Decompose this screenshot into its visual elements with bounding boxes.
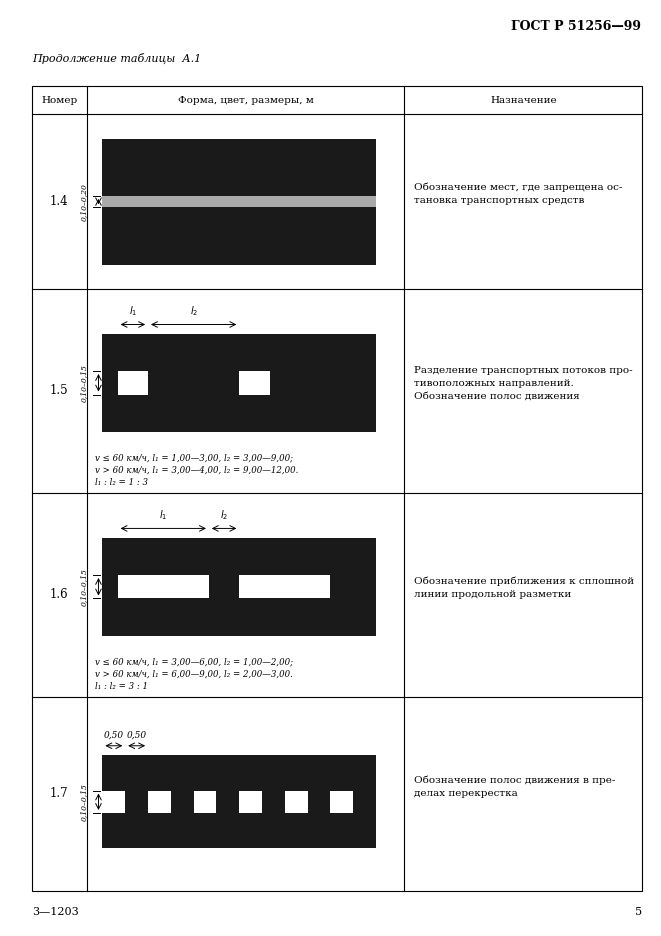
Text: ГОСТ Р 51256—99: ГОСТ Р 51256—99 (511, 20, 641, 33)
Text: 0,10–0,15: 0,10–0,15 (80, 568, 88, 606)
Text: $l_2$: $l_2$ (220, 508, 228, 522)
Bar (148, 791, 171, 813)
Text: Обозначение приближения к сплошной
линии продольной разметки: Обозначение приближения к сплошной линии… (414, 576, 634, 599)
Text: 0,10–0,15: 0,10–0,15 (80, 782, 88, 821)
Text: 0,50: 0,50 (104, 730, 124, 739)
Bar (194, 791, 216, 813)
Text: Обозначение полос движения в пре-
делах перекрестка: Обозначение полос движения в пре- делах … (414, 775, 615, 797)
Bar (330, 791, 353, 813)
Bar (102, 196, 376, 207)
Text: Номер: Номер (41, 95, 77, 105)
Bar (239, 371, 270, 395)
Text: $l_2$: $l_2$ (190, 304, 198, 318)
Text: Разделение транспортных потоков про-
тивоположных направлений.
Обозначение полос: Разделение транспортных потоков про- тив… (414, 366, 632, 402)
Bar (102, 538, 376, 636)
Bar (285, 791, 307, 813)
Bar (118, 575, 209, 598)
Bar (239, 791, 262, 813)
Text: v ≤ 60 км/ч, l₁ = 1,00—3,00, l₂ = 3,00—9,00;
v > 60 км/ч, l₁ = 3,00—4,00, l₂ = 9: v ≤ 60 км/ч, l₁ = 1,00—3,00, l₂ = 3,00—9… (95, 453, 298, 488)
Text: 1.4: 1.4 (50, 195, 69, 208)
Text: 3—1203: 3—1203 (32, 907, 79, 917)
Bar (102, 791, 125, 813)
Text: v ≤ 60 км/ч, l₁ = 3,00—6,00, l₂ = 1,00—2,00;
v > 60 км/ч, l₁ = 6,00—9,00, l₂ = 2: v ≤ 60 км/ч, l₁ = 3,00—6,00, l₂ = 1,00—2… (95, 657, 293, 691)
Text: 5: 5 (635, 907, 642, 917)
Text: 0,50: 0,50 (127, 730, 147, 739)
Bar (102, 755, 376, 848)
Text: Назначение: Назначение (490, 95, 557, 105)
Text: 0,10–0,20: 0,10–0,20 (80, 183, 88, 221)
Text: 0,10–0,15: 0,10–0,15 (80, 364, 88, 402)
Text: 1.6: 1.6 (50, 589, 69, 602)
Text: $l_1$: $l_1$ (159, 508, 167, 522)
Bar (32, 86, 642, 891)
Text: Продолжение таблицы  А.1: Продолжение таблицы А.1 (32, 52, 201, 64)
Text: 1.7: 1.7 (50, 787, 69, 800)
Text: Форма, цвет, размеры, м: Форма, цвет, размеры, м (178, 95, 313, 105)
Bar (118, 371, 148, 395)
Text: $l_1$: $l_1$ (129, 304, 137, 318)
Text: Обозначение мест, где запрещена ос-
тановка транспортных средств: Обозначение мест, где запрещена ос- тано… (414, 183, 622, 206)
Bar (102, 334, 376, 431)
Bar (102, 139, 376, 265)
Bar (239, 575, 330, 598)
Text: 1.5: 1.5 (50, 385, 69, 398)
